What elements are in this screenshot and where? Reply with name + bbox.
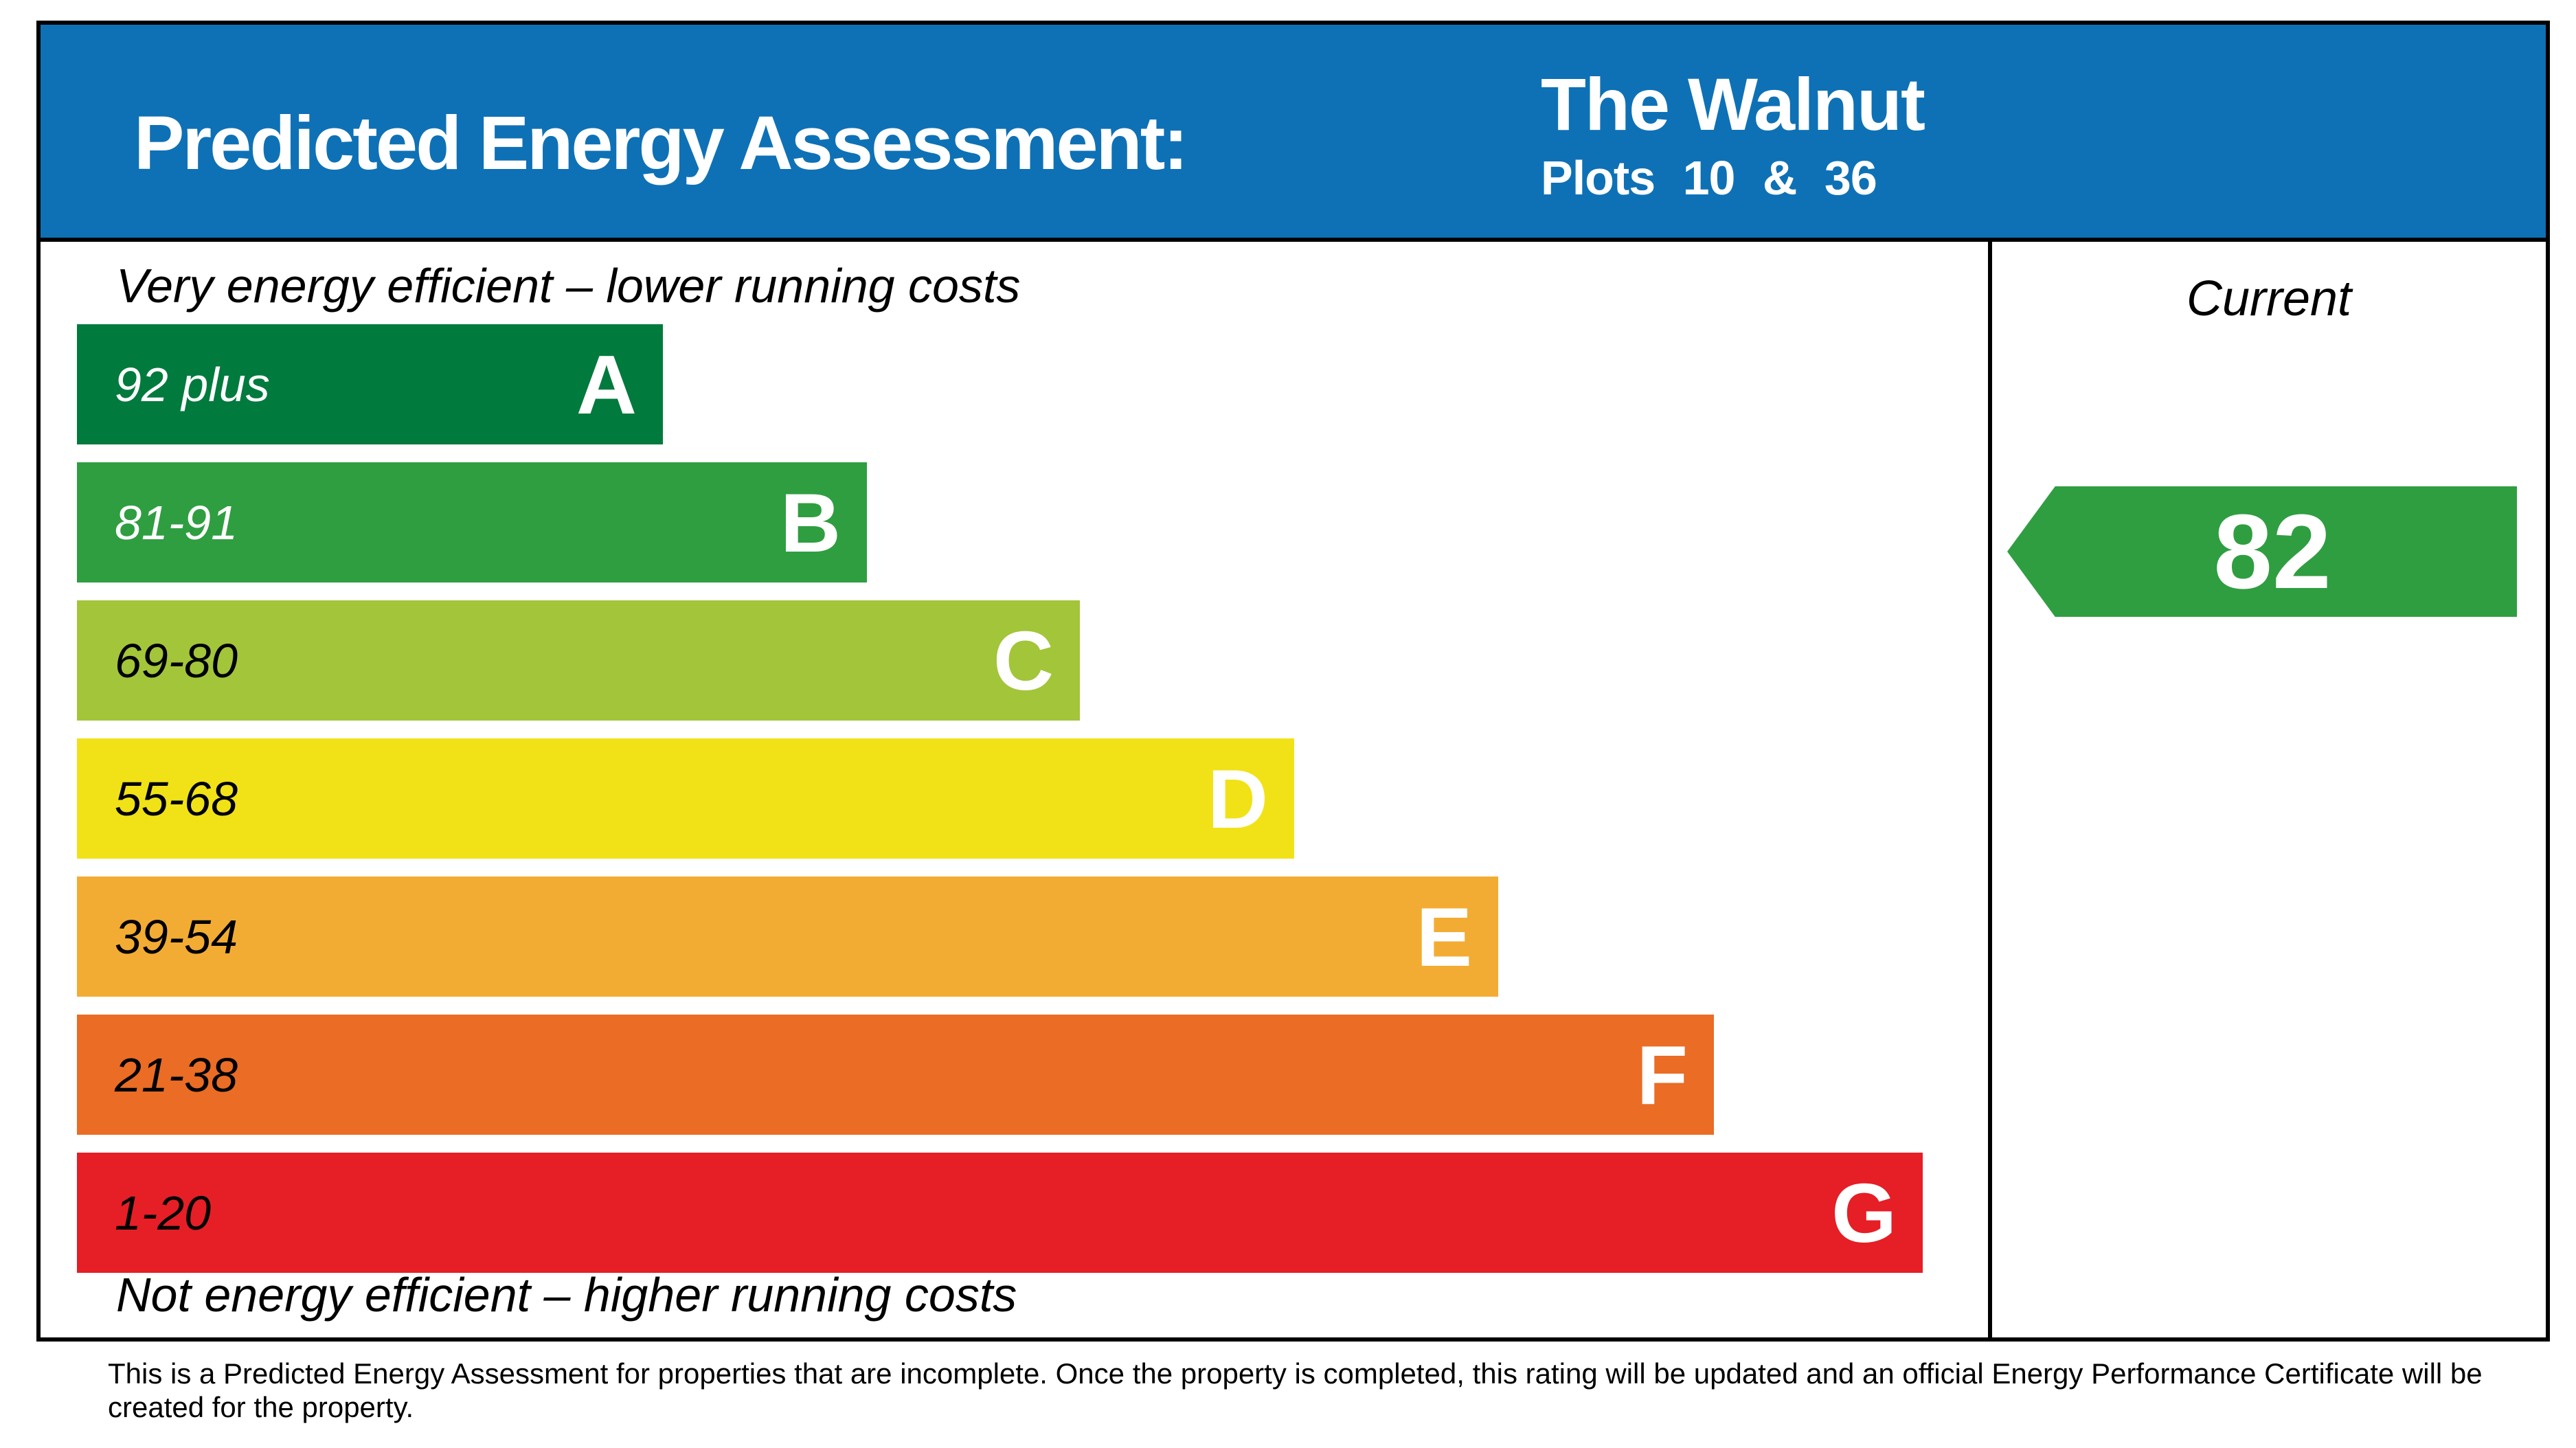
rating-bands-chart: Very energy efficient – lower running co…: [41, 242, 1988, 1337]
band-f-range: 21-38: [115, 1048, 238, 1102]
band-c-letter: C: [993, 613, 1054, 708]
property-plots: Plots 10 & 36: [1541, 151, 1877, 205]
band-d-bar: 55-68 D: [77, 738, 1294, 859]
property-info: The Walnut Plots 10 & 36: [1541, 63, 1925, 205]
page-title: Predicted Energy Assessment:: [134, 101, 1188, 185]
band-c-range: 69-80: [115, 633, 238, 688]
band-d-letter: D: [1207, 751, 1268, 846]
band-d-range: 55-68: [115, 771, 238, 826]
footer-disclaimer: This is a Predicted Energy Assessment fo…: [108, 1357, 2483, 1423]
band-a-bar: 92 plus A: [77, 324, 663, 444]
epc-certificate-panel: Predicted Energy Assessment: The Walnut …: [36, 21, 2550, 1342]
current-rating-arrow: 82: [2007, 486, 2517, 617]
current-rating-column: Current 82: [1992, 242, 2546, 1337]
band-a-letter: A: [576, 337, 637, 431]
column-divider: [1988, 242, 1992, 1337]
band-a-range: 92 plus: [115, 357, 270, 411]
band-g-range: 1-20: [115, 1186, 212, 1240]
bottom-efficiency-label: Not energy efficient – higher running co…: [116, 1268, 1017, 1322]
band-e-bar: 39-54 E: [77, 876, 1498, 997]
band-b-bar: 81-91 B: [77, 462, 867, 582]
certificate-header: Predicted Energy Assessment: The Walnut …: [41, 25, 2546, 242]
current-rating-value: 82: [2213, 493, 2331, 611]
current-column-header: Current: [2186, 271, 2352, 326]
top-efficiency-label: Very energy efficient – lower running co…: [116, 259, 1021, 313]
band-e-letter: E: [1416, 890, 1472, 984]
band-g-bar: 1-20 G: [77, 1153, 1923, 1273]
band-f-letter: F: [1636, 1028, 1688, 1122]
band-b-range: 81-91: [115, 495, 238, 550]
band-g-letter: G: [1831, 1166, 1897, 1260]
band-e-range: 39-54: [115, 909, 238, 964]
band-f-bar: 21-38 F: [77, 1015, 1714, 1135]
band-b-letter: B: [780, 475, 841, 569]
band-c-bar: 69-80 C: [77, 600, 1080, 721]
property-name: The Walnut: [1541, 63, 1925, 146]
